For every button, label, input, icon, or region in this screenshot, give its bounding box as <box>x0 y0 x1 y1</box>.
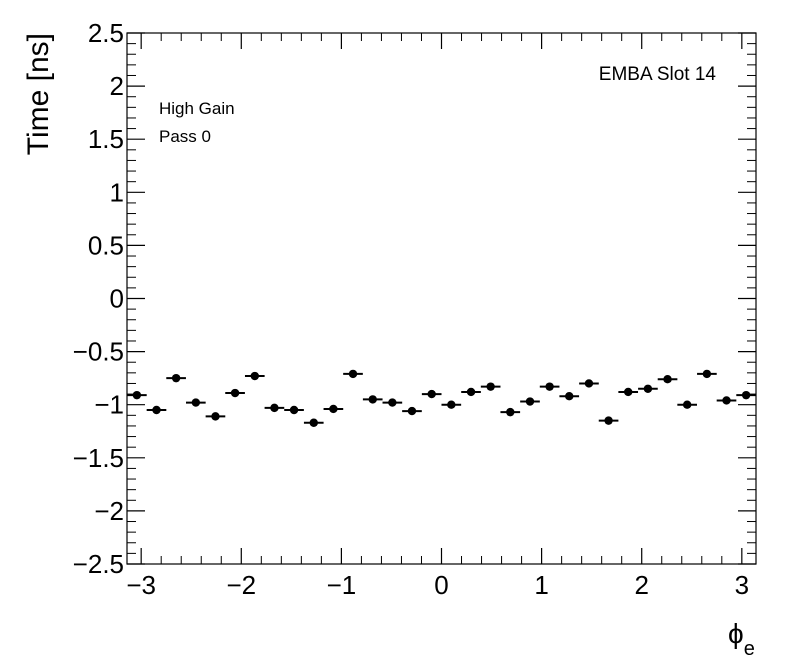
marker <box>407 406 417 416</box>
y-tick-label: −1 <box>94 390 124 420</box>
data-point <box>559 392 580 401</box>
gain-label: High Gain <box>159 99 235 118</box>
y-tick-label: 1.5 <box>88 124 124 154</box>
marker <box>191 398 201 407</box>
marker <box>289 405 299 415</box>
data-point <box>402 406 422 416</box>
y-axis-title: Time [ns] <box>22 33 55 155</box>
y-tick-label: −1.5 <box>73 443 124 473</box>
marker <box>545 382 554 391</box>
data-point <box>697 369 717 379</box>
marker <box>643 384 653 393</box>
data-point <box>736 390 756 400</box>
data-point <box>598 416 619 425</box>
marker <box>427 389 436 399</box>
data-point <box>323 404 344 414</box>
x-tick-label: −2 <box>226 570 256 600</box>
marker <box>211 412 220 421</box>
marker <box>702 369 712 379</box>
y-tick-label: 0 <box>110 284 124 314</box>
marker <box>152 405 161 415</box>
y-tick-label: −2.5 <box>73 549 124 579</box>
data-point <box>166 373 186 383</box>
slot-label: EMBA Slot 14 <box>599 64 717 85</box>
y-tick-label: 2 <box>110 71 124 101</box>
marker <box>329 404 338 414</box>
data-point <box>362 395 383 404</box>
data-point <box>382 398 403 407</box>
x-axis-title: ϕe <box>728 618 755 660</box>
data-point <box>303 418 324 427</box>
marker <box>741 390 751 400</box>
marker <box>368 395 377 404</box>
marker <box>722 396 731 405</box>
marker <box>525 397 535 406</box>
data-point <box>244 371 265 381</box>
data-point <box>500 407 521 417</box>
marker <box>506 407 515 417</box>
data-point <box>343 369 363 379</box>
marker <box>270 403 279 413</box>
data-point <box>638 384 658 393</box>
y-tick-labels: −2.5 −2 −1.5 −1 −0.5 0 0.5 1 1.5 2 2.5 <box>73 18 124 579</box>
data-point <box>677 400 697 409</box>
marker <box>663 375 672 384</box>
data-point <box>618 387 639 397</box>
x-tick-label: 0 <box>434 570 448 600</box>
y-tick-label: −2 <box>94 496 124 526</box>
marker <box>171 373 181 383</box>
y-tick-label: 1 <box>110 177 124 207</box>
data-point <box>284 405 304 415</box>
data-point <box>579 379 599 388</box>
marker <box>486 382 495 391</box>
x-tick-label: 2 <box>634 570 648 600</box>
marker <box>230 388 240 398</box>
marker <box>132 390 142 400</box>
y-tick-label: 2.5 <box>88 18 124 48</box>
data-point <box>421 389 442 399</box>
data-point <box>716 396 737 405</box>
x-tick-label: −3 <box>126 570 156 600</box>
pass-label: Pass 0 <box>159 127 211 146</box>
data-point <box>186 398 206 407</box>
data-point <box>520 397 540 406</box>
data-point <box>657 375 678 384</box>
data-point <box>127 390 147 400</box>
data-point <box>539 382 560 391</box>
x-axis-subscript: e <box>744 638 755 660</box>
marker <box>604 416 613 425</box>
x-tick-label: 3 <box>735 570 749 600</box>
marker <box>348 369 358 379</box>
data-point <box>480 382 501 391</box>
marker <box>388 398 397 407</box>
data-point <box>225 388 245 398</box>
y-tick-label: 0.5 <box>88 230 124 260</box>
x-tick-label: −1 <box>327 570 357 600</box>
x-tick-label: 1 <box>534 570 548 600</box>
axis-ticks <box>127 32 756 565</box>
marker <box>682 400 692 409</box>
x-axis-symbol: ϕ <box>728 618 744 649</box>
data-point <box>264 403 285 413</box>
data-point <box>441 400 462 409</box>
data-point <box>205 412 226 421</box>
marker <box>584 379 594 388</box>
marker <box>250 371 259 381</box>
marker <box>466 387 476 397</box>
marker <box>309 418 318 427</box>
data-point <box>461 387 481 397</box>
data-point <box>146 405 167 415</box>
marker <box>624 387 633 397</box>
x-tick-labels: −3 −2 −1 0 1 2 3 <box>126 570 749 600</box>
marker <box>565 392 574 401</box>
y-tick-label: −0.5 <box>73 337 124 367</box>
data-points <box>127 369 756 427</box>
marker <box>447 400 456 409</box>
